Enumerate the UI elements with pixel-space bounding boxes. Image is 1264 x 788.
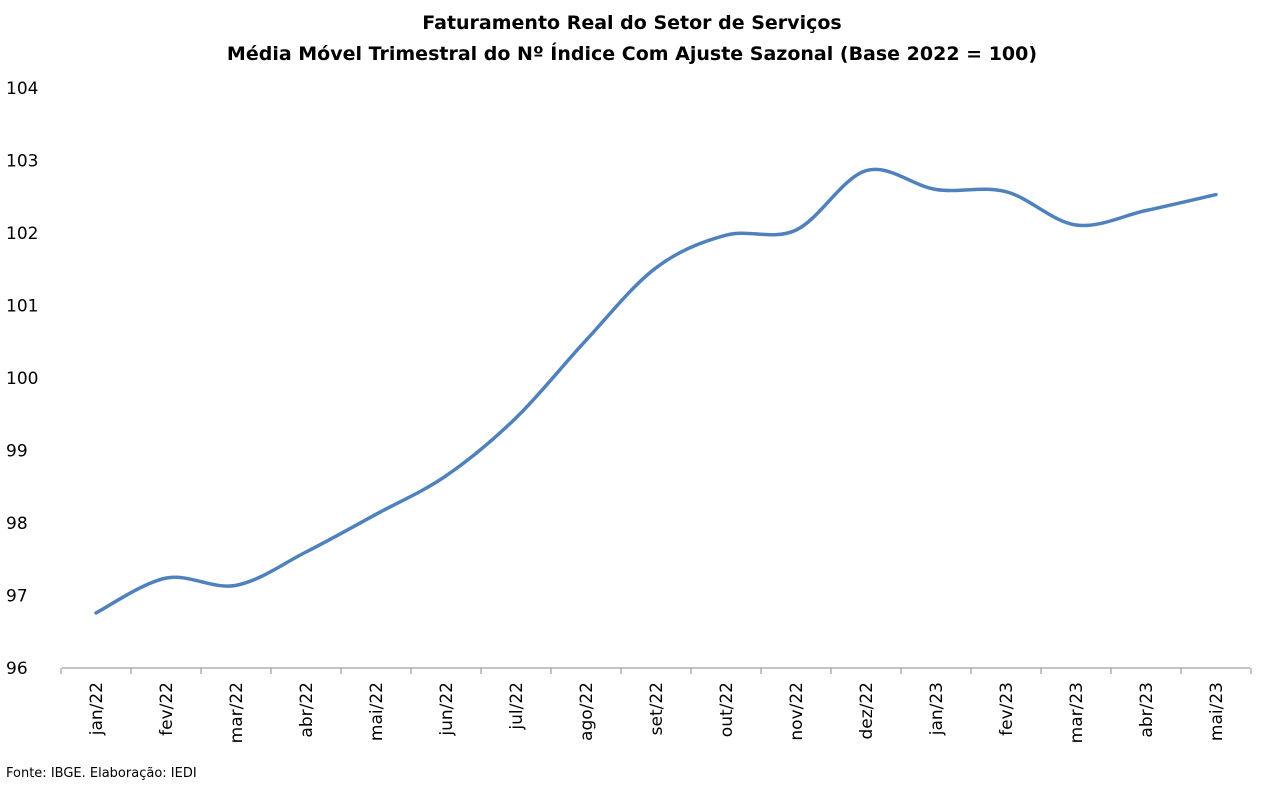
x-tick-label: abr/23	[1137, 682, 1157, 738]
x-tick-label: fev/22	[157, 682, 177, 736]
x-tick-label: abr/22	[297, 682, 317, 738]
y-tick-label: 96	[6, 659, 28, 679]
series-points	[94, 169, 1218, 615]
x-tick-label: mai/22	[367, 682, 387, 741]
x-tick-label: mar/23	[1067, 682, 1087, 743]
y-tick-label: 99	[6, 442, 28, 462]
data-point	[724, 233, 728, 237]
data-point	[1074, 223, 1078, 227]
data-point	[234, 583, 238, 587]
x-tick-label: out/22	[717, 682, 737, 737]
x-tick-label: nov/22	[787, 682, 807, 741]
x-tick-label: set/22	[647, 682, 667, 735]
x-tick-label: jun/22	[437, 682, 457, 737]
chart-subtitle: Média Móvel Trimestral do Nº Índice Com …	[226, 43, 1038, 65]
y-tick-label: 104	[6, 79, 38, 99]
x-tick-label: fev/23	[997, 682, 1017, 736]
data-point	[304, 550, 308, 554]
x-tick-label: jan/23	[927, 682, 947, 736]
data-point	[94, 611, 98, 615]
y-axis-labels: 96 97 98 99 100 101 102 103 104	[6, 79, 38, 679]
data-point	[374, 512, 378, 516]
y-tick-label: 103	[6, 152, 38, 172]
series-line	[94, 167, 1218, 615]
y-tick-label: 97	[6, 587, 28, 607]
source-note: Fonte: IBGE. Elaboração: IEDI	[6, 766, 197, 781]
y-tick-label: 98	[6, 514, 28, 534]
data-point	[1214, 193, 1218, 197]
x-tick-label: dez/22	[857, 682, 877, 740]
y-tick-label: 102	[6, 224, 38, 244]
data-point	[934, 188, 938, 192]
data-point	[864, 169, 868, 173]
data-point	[514, 416, 518, 420]
data-point	[1004, 190, 1008, 194]
x-tick-label: mar/22	[227, 682, 247, 743]
x-tick-label: mai/23	[1207, 682, 1227, 741]
data-point	[794, 228, 798, 232]
x-axis-labels: jan/22 fev/22 mar/22 abr/22 mai/22 jun/22 jul/…	[87, 682, 1227, 743]
chart-title: Faturamento Real do Setor de Serviços	[422, 12, 842, 34]
y-tick-label: 101	[6, 297, 38, 317]
data-point	[654, 266, 658, 270]
data-point	[584, 338, 588, 342]
x-tick-label: jan/22	[87, 682, 107, 736]
data-point	[164, 576, 168, 580]
x-axis-ticks	[60, 668, 1252, 674]
x-tick-label: jul/22	[507, 682, 527, 731]
data-point	[444, 474, 448, 478]
x-tick-label: ago/22	[577, 682, 597, 741]
data-point	[1144, 209, 1148, 213]
y-tick-label: 100	[6, 369, 38, 389]
